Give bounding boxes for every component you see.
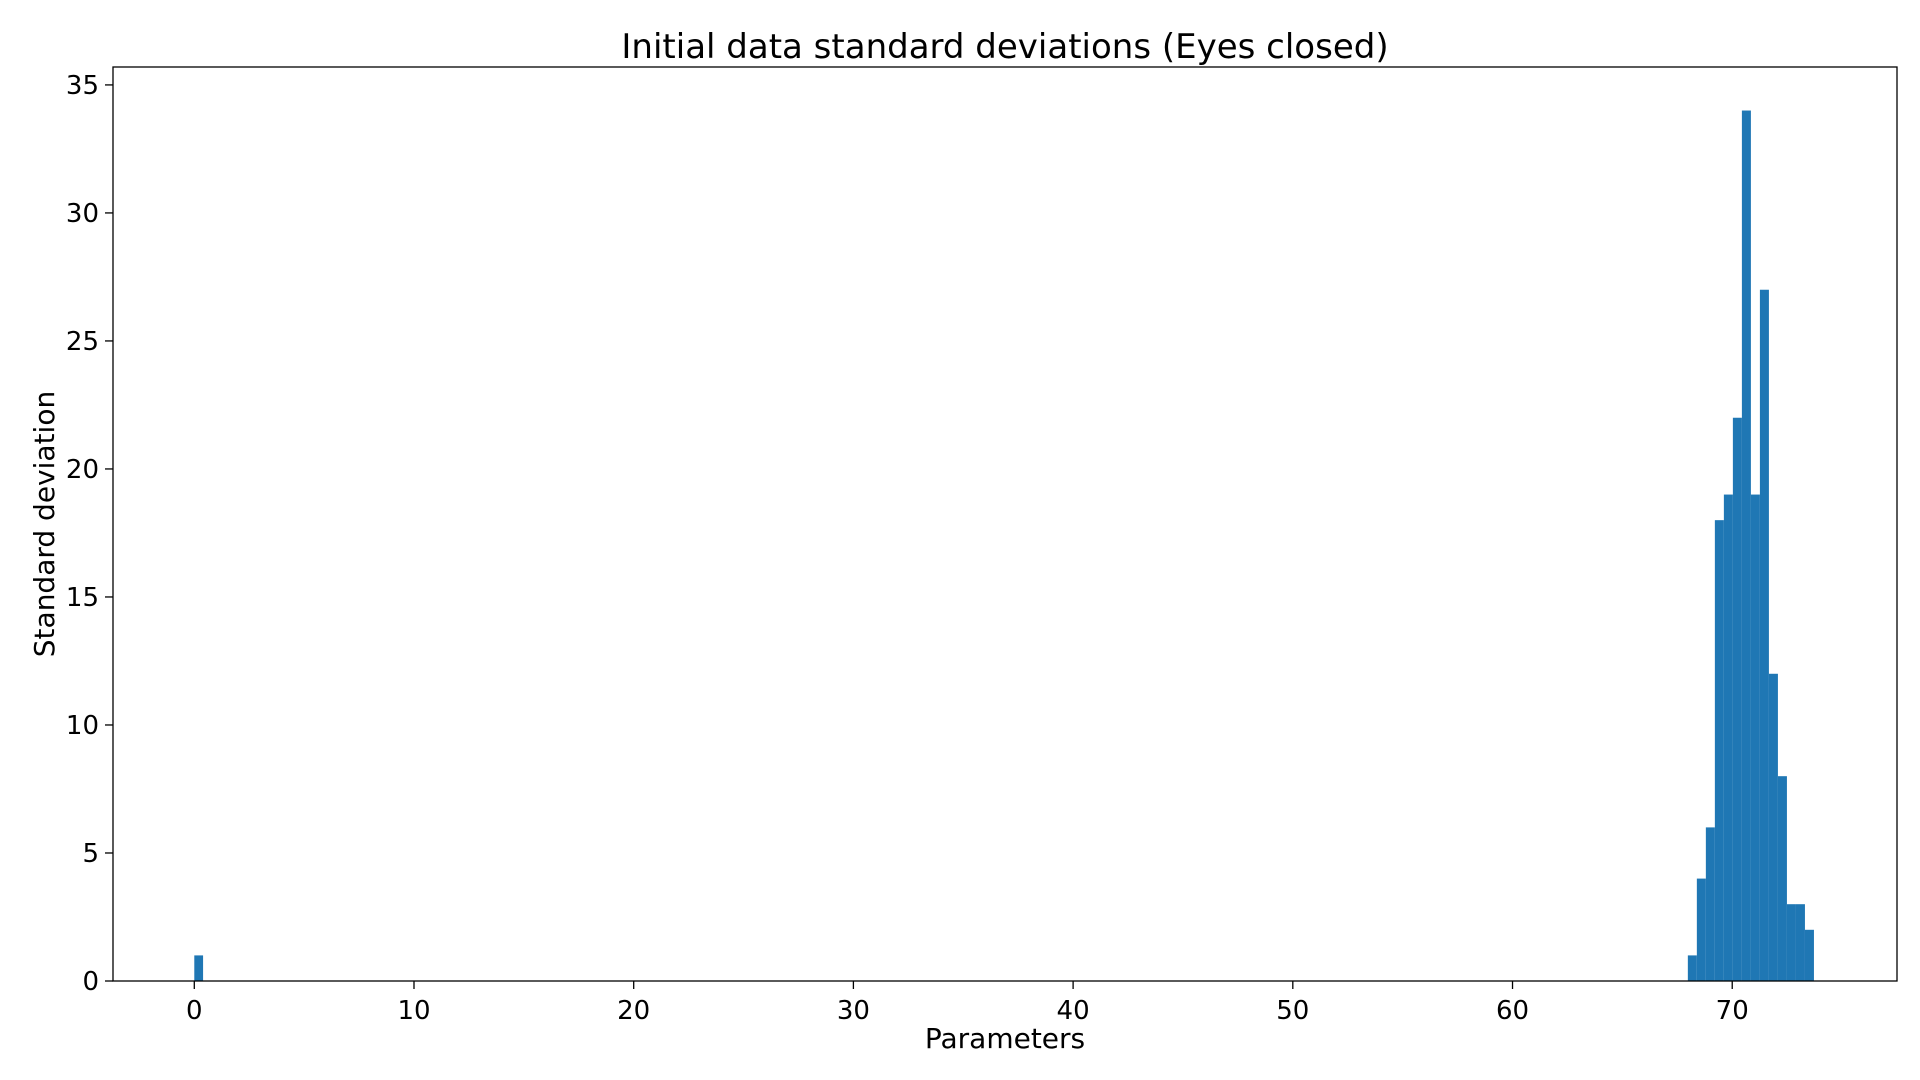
y-tick-label: 20: [66, 455, 99, 485]
y-tick-label: 35: [66, 71, 99, 101]
histogram-bar-9: [1759, 289, 1769, 981]
histogram-bar-12: [1786, 904, 1796, 981]
x-axis-ticks: 0 10 20 30 40 50 60 70: [186, 981, 1749, 1026]
y-tick-label: 5: [82, 839, 99, 869]
y-tick-label: 15: [66, 583, 99, 613]
histogram-bar-1: [1687, 955, 1697, 981]
x-tick-label: 60: [1496, 996, 1529, 1026]
plot-frame: [112, 66, 1898, 982]
x-tick-label: 50: [1276, 996, 1309, 1026]
histogram-bar-6: [1732, 417, 1742, 981]
histogram-bar-7: [1741, 110, 1751, 982]
x-tick-label: 70: [1716, 996, 1749, 1026]
histogram-bar-3: [1705, 827, 1715, 981]
x-tick-label: 40: [1057, 996, 1090, 1026]
chart-title: Initial data standard deviations (Eyes c…: [621, 27, 1388, 67]
bars-group: [194, 110, 1814, 982]
x-tick-label: 20: [617, 996, 650, 1026]
histogram-bar-10: [1768, 673, 1778, 981]
histogram-bar-14: [1804, 929, 1814, 981]
histogram-bar-8: [1750, 494, 1760, 981]
x-axis-label: Parameters: [925, 1022, 1085, 1055]
x-tick-label: 0: [186, 996, 203, 1026]
y-tick-label: 10: [66, 711, 99, 741]
y-axis-ticks: 0 5 10 15 20 25 30 35: [66, 71, 113, 997]
histogram-bar-2: [1696, 878, 1706, 981]
x-tick-label: 10: [397, 996, 430, 1026]
y-tick-label: 25: [66, 327, 99, 357]
y-tick-label: 30: [66, 199, 99, 229]
histogram-bar-13: [1795, 904, 1805, 981]
histogram-bar-5: [1723, 494, 1733, 981]
y-axis-label: Standard deviation: [28, 391, 61, 657]
histogram-bar-0: [194, 955, 204, 981]
histogram-bar-11: [1777, 776, 1787, 981]
histogram-bar-4: [1714, 520, 1724, 981]
y-tick-label: 0: [82, 967, 99, 997]
x-tick-label: 30: [837, 996, 870, 1026]
